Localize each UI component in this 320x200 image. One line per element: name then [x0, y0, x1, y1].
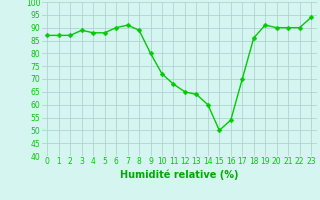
X-axis label: Humidité relative (%): Humidité relative (%) [120, 169, 238, 180]
